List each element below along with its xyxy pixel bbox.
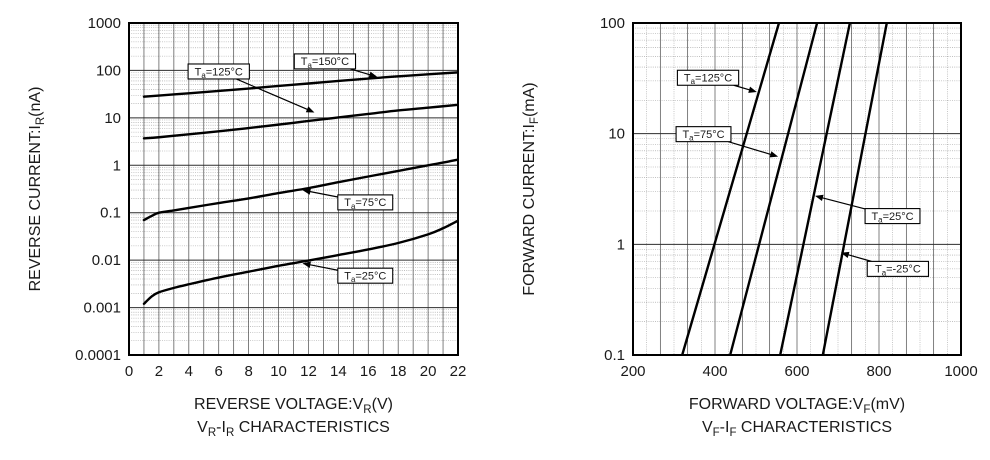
- x-tick-label: 22: [450, 363, 467, 380]
- annotation-label: Ta=-25°C: [875, 264, 921, 278]
- x-tick-label: 800: [866, 363, 891, 380]
- x-tick-labels: 200 400 600 800 1000: [620, 363, 977, 380]
- annotation-box: [864, 208, 921, 225]
- annotation-box: [187, 63, 250, 80]
- annotation-ta150c: Ta=150°C: [293, 53, 378, 78]
- x-tick-label: 400: [702, 363, 727, 380]
- x-axis-title: REVERSE VOLTAGE:VR(V): [194, 396, 393, 416]
- x-tick-label: 6: [215, 363, 223, 380]
- annotation-label: Ta=150°C: [301, 56, 349, 70]
- annotation-label: Ta=25°C: [344, 270, 386, 284]
- x-tick-labels: 0 2 4 6 8 10 12 14 16 18 20 22: [125, 363, 467, 380]
- x-tick-label: 12: [300, 363, 317, 380]
- annotation-box: [337, 267, 394, 284]
- annotation-arrowhead: [815, 194, 824, 202]
- x-tick-label: 10: [270, 363, 287, 380]
- annotation-ta75c: Ta=75°C: [675, 126, 779, 158]
- annotation-arrowhead: [748, 86, 757, 93]
- annotation-arrowhead: [769, 151, 779, 158]
- annotation-box: [676, 69, 740, 86]
- x-tick-label: 200: [620, 363, 645, 380]
- plot-border: [632, 22, 962, 356]
- series-curve-ta150c: [142, 71, 459, 98]
- annotation-arrowhead: [302, 188, 311, 195]
- annotation-arrow-line: [236, 78, 310, 111]
- chart-caption: VR-IR CHARACTERISTICS: [197, 419, 390, 439]
- annotation-label: Ta=25°C: [871, 211, 913, 225]
- annotation-arrow-line: [308, 190, 338, 198]
- y-tick-labels: 100 10 1 0.1: [600, 15, 625, 364]
- annotation-arrowhead: [840, 251, 850, 258]
- annotation-label: Ta=125°C: [195, 66, 243, 80]
- y-tick-label: 100: [600, 15, 625, 32]
- series-curve-ta25c: [142, 219, 459, 306]
- chart-vf-if: Ta=125°C Ta=75°C Ta=25°C Ta=-25°C 100 10 1 0.12…: [521, 15, 978, 439]
- y-tick-label: 10: [104, 110, 121, 127]
- x-tick-label: 16: [360, 363, 377, 380]
- annotation-arrow-line: [308, 263, 338, 271]
- annotation-arrow-line: [733, 84, 752, 91]
- annotation-label: Ta=75°C: [344, 197, 386, 211]
- y-tick-label: 1: [113, 157, 121, 174]
- annotation-arrow-line: [846, 253, 872, 262]
- annotation-ta25c: Ta=25°C: [815, 194, 921, 225]
- series-curve-ta75c: [142, 158, 459, 222]
- annotation-box: [866, 260, 930, 277]
- annotation-label: Ta=75°C: [682, 129, 724, 143]
- series-curve-ta125c: [681, 22, 781, 356]
- annotation-ta125c: Ta=125°C: [676, 69, 757, 93]
- y-tick-label: 100: [96, 62, 121, 79]
- y-tick-label: 1: [617, 236, 625, 253]
- annotation-arrowhead: [302, 261, 311, 268]
- y-axis-title: REVERSE CURRENT:IR(nA): [27, 87, 47, 292]
- series-curve-ta125c: [142, 103, 459, 140]
- x-tick-label: 600: [784, 363, 809, 380]
- y-tick-label: 0.1: [604, 347, 625, 364]
- chart-caption: VF-IF CHARACTERISTICS: [702, 419, 892, 439]
- y-tick-label: 0.0001: [75, 347, 121, 364]
- annotation-ta75c: Ta=75°C: [302, 188, 394, 211]
- y-tick-label: 0.01: [92, 252, 121, 269]
- annotation-arrowhead: [305, 106, 315, 113]
- annotation-ta-25c: Ta=-25°C: [840, 251, 930, 278]
- x-tick-label: 8: [244, 363, 252, 380]
- annotation-label: Ta=125°C: [684, 73, 732, 87]
- x-tick-label: 20: [420, 363, 437, 380]
- grid-decade: [129, 69, 458, 309]
- y-tick-label: 10: [608, 126, 625, 143]
- x-tick-label: 0: [125, 363, 133, 380]
- annotation-arrow-line: [728, 141, 773, 156]
- x-tick-label: 4: [185, 363, 193, 380]
- annotation-box: [337, 194, 394, 211]
- annotation-ta25c: Ta=25°C: [302, 261, 394, 284]
- annotation-box: [293, 53, 357, 70]
- annotation-box: [675, 126, 732, 143]
- chart-vr-ir: Ta=150°CTa=125°CTa=75°CTa=25°C1000100101…: [27, 15, 466, 439]
- series-group: [142, 71, 459, 306]
- series-curve-ta25c: [778, 22, 852, 356]
- annotation-arrowhead: [368, 71, 378, 78]
- annotation-arrow-line: [350, 68, 372, 76]
- plot-border: [128, 22, 459, 356]
- series-curve-ta-25c: [821, 22, 888, 356]
- x-tick-label: 14: [330, 363, 347, 380]
- series-group: [681, 22, 888, 356]
- y-tick-label: 1000: [88, 15, 121, 32]
- annotation-ta125c: Ta=125°C: [187, 63, 315, 113]
- series-curve-ta75c: [728, 22, 819, 356]
- y-tick-label: 0.1: [100, 205, 121, 222]
- y-tick-labels: 1000 100 10 1 0.1 0.01 0.001 0.0001: [75, 15, 121, 364]
- y-axis-title: FORWARD CURRENT:IF(mA): [521, 82, 541, 295]
- x-tick-label: 1000: [944, 363, 977, 380]
- annotation-arrow-line: [820, 196, 866, 210]
- x-tick-label: 18: [390, 363, 407, 380]
- x-axis-title: FORWARD VOLTAGE:VF(mV): [689, 396, 905, 416]
- x-tick-label: 2: [155, 363, 163, 380]
- y-tick-label: 0.001: [83, 300, 121, 317]
